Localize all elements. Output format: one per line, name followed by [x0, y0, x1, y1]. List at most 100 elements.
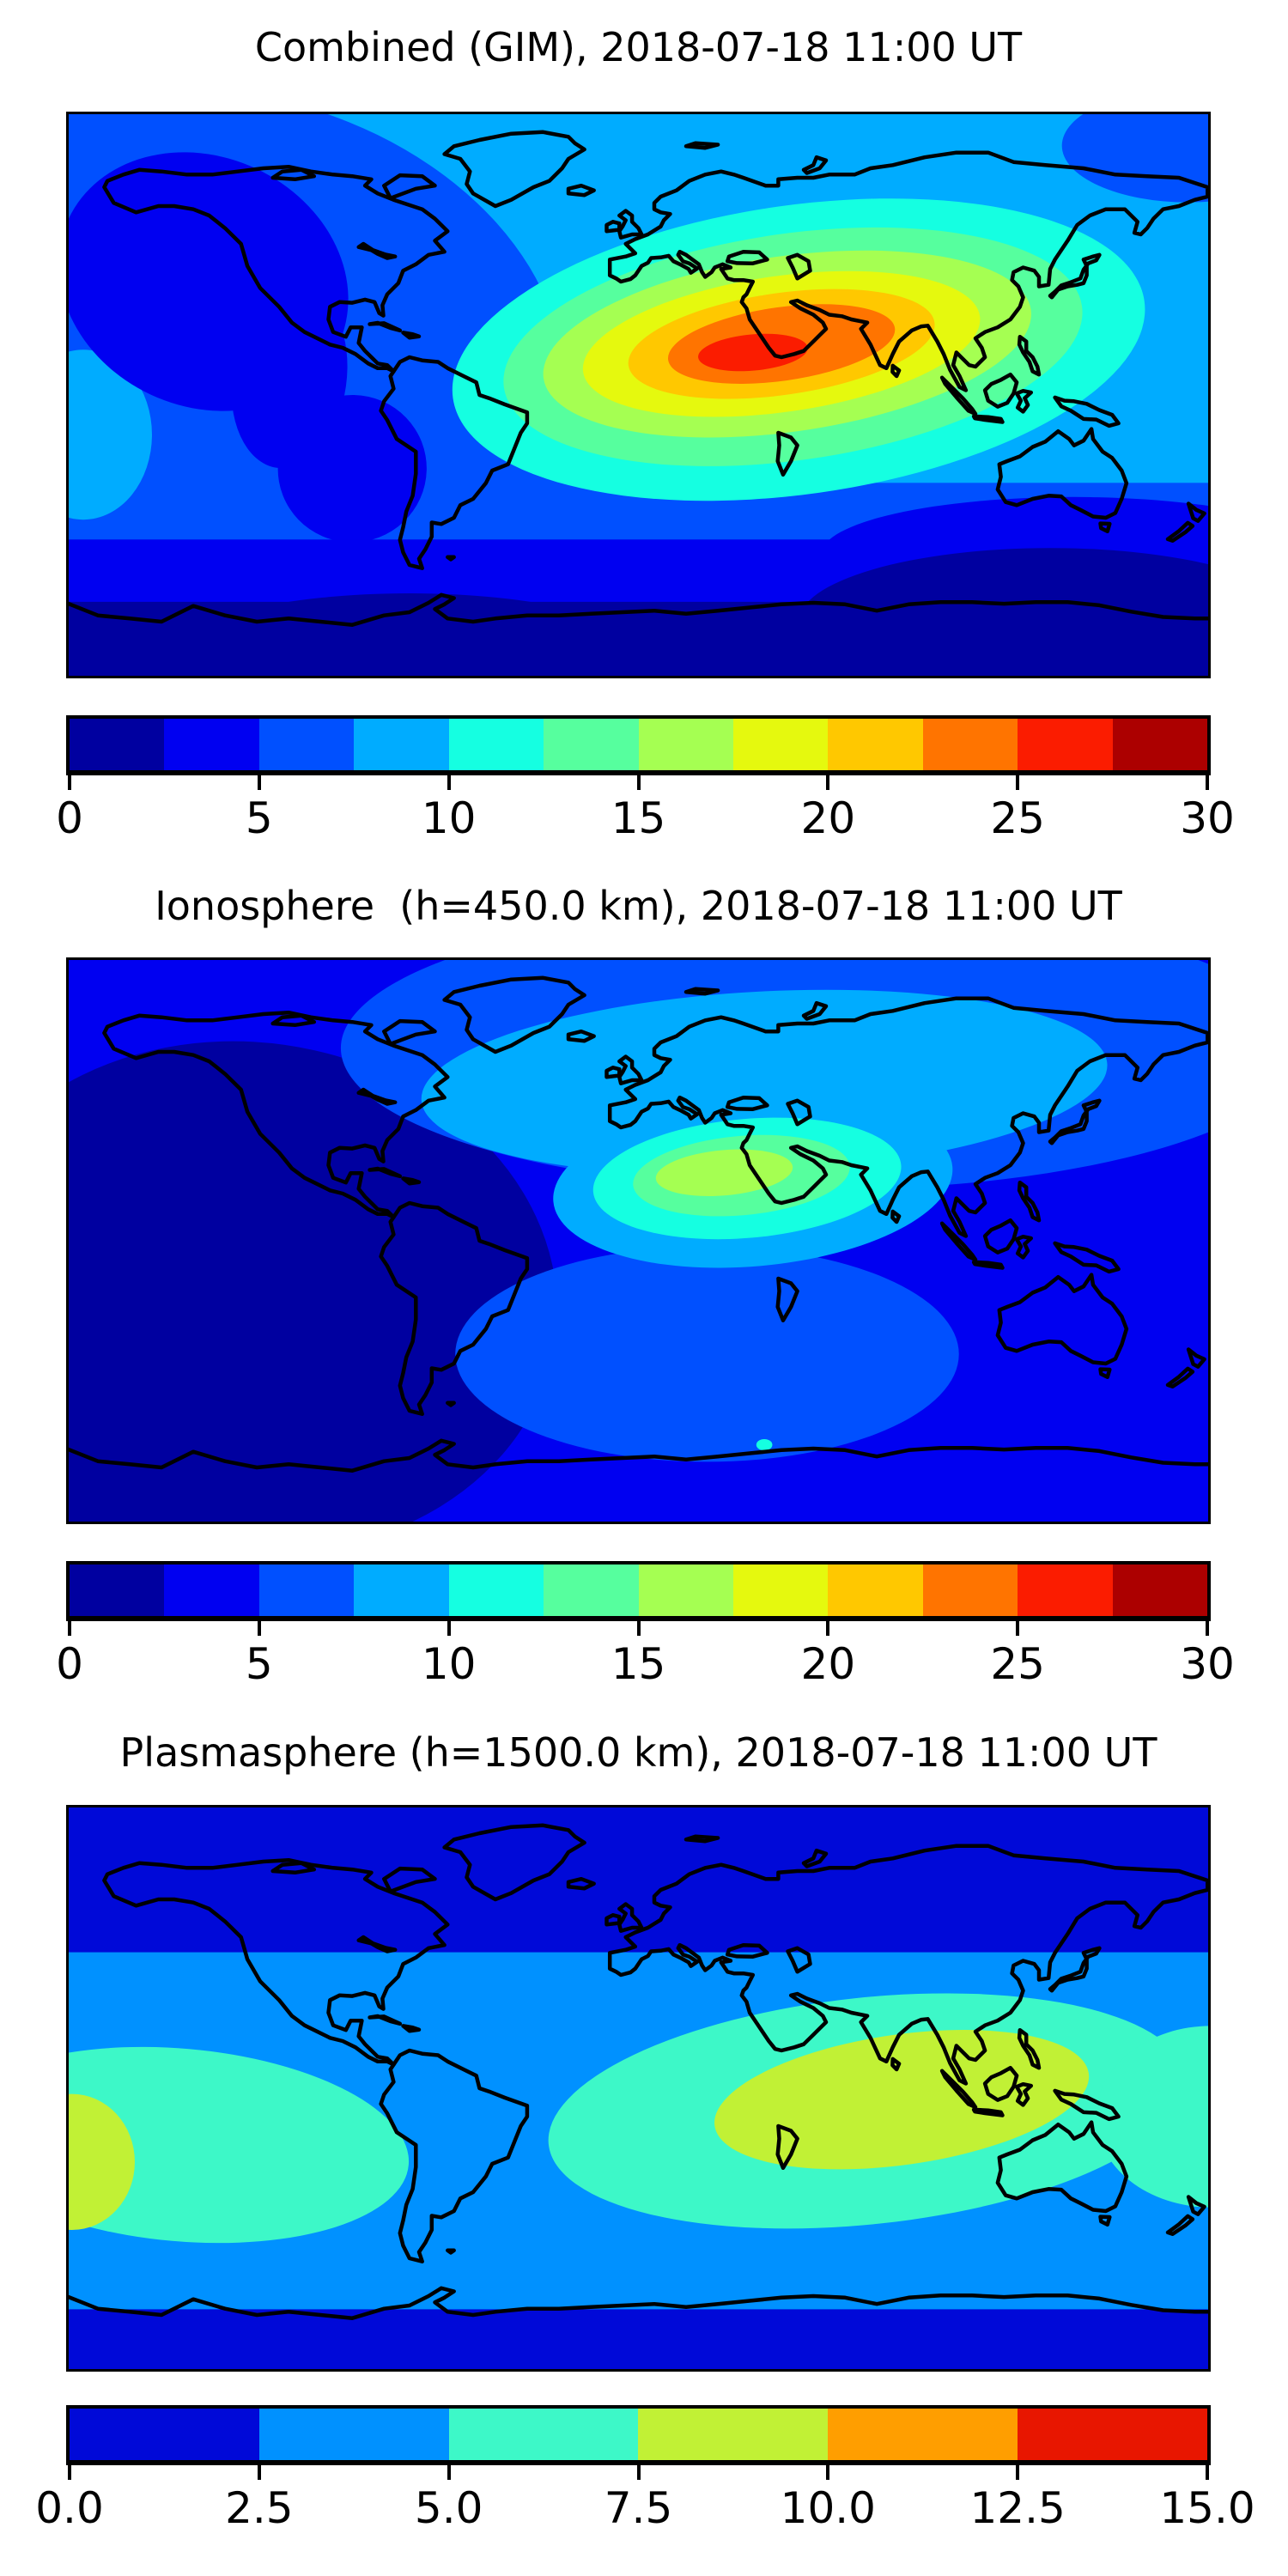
contour-field — [66, 112, 1211, 678]
colorbar-segment — [354, 1564, 449, 1616]
coastline-path — [971, 414, 1005, 424]
contour-field — [66, 957, 1211, 1524]
coastline-path — [971, 2107, 1005, 2117]
coastline-path — [1165, 1366, 1195, 1389]
coastline-path — [1186, 1347, 1206, 1369]
coastline-path — [786, 1098, 812, 1127]
colorbar-tick-label: 15.0 — [1159, 2483, 1255, 2533]
contour-blob — [1096, 2026, 1211, 2208]
colorbar-combined: 0 5 10 15 20 25 30 — [56, 715, 1235, 844]
coastline-path — [982, 1218, 1019, 1255]
world-map-plasmasphere — [66, 1805, 1211, 2372]
colorbar-segment — [258, 2409, 449, 2460]
coastline-path — [1048, 1098, 1102, 1145]
colorbar-tick-label: 10.0 — [780, 2483, 876, 2533]
coastline-path — [982, 2065, 1019, 2102]
coastline-path — [775, 2123, 799, 2171]
contour-blob — [756, 1439, 773, 1451]
coastline-path — [270, 1861, 317, 1875]
coastline-path — [801, 1848, 829, 1868]
coastline-path — [617, 1902, 644, 1933]
coastline-path — [446, 2248, 456, 2255]
colorbar-tick — [257, 2465, 261, 2480]
colorbar-segment — [448, 1564, 544, 1616]
coastline-path — [683, 1834, 720, 1844]
coastline-path — [382, 1018, 437, 1047]
coastline-path — [270, 1013, 317, 1028]
colorbar-segment — [70, 719, 165, 770]
coastline-path — [939, 2069, 978, 2110]
coastline-path — [971, 1260, 1005, 1270]
colorbar-tick — [68, 2465, 71, 2480]
coastline-path — [617, 1054, 644, 1085]
colorbar-tick — [826, 1621, 830, 1636]
coastline-path — [66, 1438, 1211, 1473]
colorbar-segment — [1018, 1564, 1113, 1616]
coastline-path — [446, 555, 456, 562]
coastline-path — [1014, 1234, 1034, 1260]
colorbar-tick — [1206, 1621, 1209, 1636]
coastline-path — [1014, 388, 1034, 414]
coastline-path — [1048, 1946, 1102, 1993]
colorbar-plasmasphere: 0.0 2.5 5.0 7.5 10.0 12.5 15.0 — [35, 2405, 1255, 2534]
coastline-path — [102, 1857, 450, 2067]
coastline-path — [1165, 520, 1195, 544]
contour-blob — [714, 2030, 1090, 2170]
colorbar-tick — [447, 775, 451, 790]
coastline-path — [368, 1166, 403, 1179]
panel-title-ionosphere: Ionosphere (h=450.0 km), 2018-07-18 11:0… — [155, 883, 1122, 929]
coastline-path — [566, 183, 596, 197]
coastline-path — [775, 1276, 799, 1323]
colorbar-tick — [1206, 775, 1209, 790]
contour-blob — [799, 548, 1211, 678]
map-combined — [66, 112, 1211, 678]
coastline-path — [401, 1176, 422, 1186]
colorbar-tick — [1016, 775, 1020, 790]
coastline-path — [605, 1913, 622, 1927]
coastline-path — [939, 1221, 978, 1262]
coastline-path — [1053, 2088, 1121, 2122]
colorbar-segment — [258, 719, 355, 770]
colorbar-segment — [922, 1564, 1018, 1616]
colorbar-tick — [826, 2465, 830, 2480]
coastline-path — [605, 1066, 622, 1079]
coastline-path — [683, 987, 720, 996]
map-plasmasphere — [66, 1805, 1211, 2372]
colorbar-tick-label: 5 — [245, 793, 273, 843]
coastline-path — [607, 150, 1210, 392]
coastline-path — [801, 1000, 829, 1021]
colorbar-tick-label: 0 — [56, 1639, 83, 1689]
colorbar-ionosphere: 0 5 10 15 20 25 30 — [56, 1561, 1235, 1690]
coastline-path — [356, 1087, 398, 1106]
coastline-path — [786, 1946, 812, 1974]
colorbar-segment — [164, 1564, 259, 1616]
colorbar-tick-label: 25 — [990, 793, 1045, 843]
coastline-path — [1017, 1180, 1042, 1223]
colorbar-tick-label: 15 — [611, 793, 666, 843]
coastline-path — [270, 167, 317, 182]
coastline-path — [379, 1200, 530, 1416]
colorbar-segment — [70, 2409, 259, 2460]
colorbar-segment — [828, 1564, 923, 1616]
colorbar-segment — [922, 719, 1018, 770]
coastline-path — [607, 1844, 1210, 2086]
coastline-path — [786, 252, 812, 281]
colorbar-tick-label: 10 — [421, 1639, 477, 1689]
colorbar-segment — [638, 719, 733, 770]
coastline-path — [356, 1935, 398, 1953]
coastline-path — [382, 173, 437, 201]
colorbar-segment — [258, 1564, 355, 1616]
colorbar-segment — [1112, 719, 1208, 770]
colorbar-segment — [828, 2409, 1018, 2460]
coastline-path — [102, 1010, 450, 1219]
map-ionosphere — [66, 957, 1211, 1524]
coastline-path — [995, 1273, 1129, 1366]
world-map-combined — [66, 112, 1211, 678]
colorbar-tick — [1016, 1621, 1020, 1636]
colorbar-tick-label: 20 — [800, 793, 856, 843]
coastline-path — [890, 1209, 902, 1224]
colorbar-tick-label: 0 — [56, 793, 83, 843]
colorbar-tick-label: 25 — [990, 1639, 1045, 1689]
coastline-path — [1053, 395, 1121, 428]
